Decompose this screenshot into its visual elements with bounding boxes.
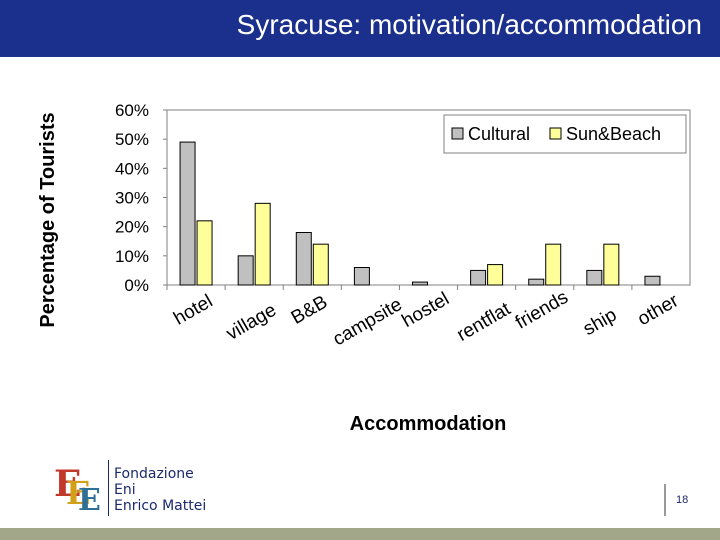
logo-line-enrico-mattei: Enrico Mattei (114, 498, 207, 514)
x-tick-label: village (223, 300, 280, 345)
bar-cultural (179, 141, 196, 286)
footer-bar (0, 528, 720, 540)
legend (443, 114, 687, 154)
svg-text:E: E (78, 483, 101, 518)
legend-swatch-cultural (451, 127, 464, 140)
x-tick-label: other (634, 290, 683, 330)
y-tick-label: 40% (115, 159, 149, 178)
x-tick-label: hotel (170, 291, 216, 330)
x-tick-label: campsite (329, 294, 405, 350)
logo-line-eni: Eni (114, 482, 136, 498)
bar-cultural (644, 275, 661, 286)
bar-sun-beach (487, 264, 504, 286)
svg-text:E: E (66, 474, 90, 512)
y-tick-label: 30% (115, 189, 149, 208)
bar-cultural (586, 269, 603, 286)
x-tick-label: B&B (288, 292, 331, 329)
fondazione-eni-logo: E E E (54, 463, 101, 518)
bar-chart: 0% 10% 20% 30% 40% 50% 60% hotel village B&Bcamps… (37, 101, 691, 435)
bar-sun-beach (196, 220, 213, 286)
bar-cultural (412, 281, 428, 286)
slide-title: Syracuse: motivation/accommodation (236, 9, 702, 40)
bar-sun-beach (603, 243, 620, 286)
bar-cultural (528, 278, 545, 286)
x-tick-label: friends (512, 287, 572, 334)
y-tick-label: 20% (115, 218, 149, 237)
x-axis-title: Accommodation (350, 413, 507, 435)
logo-line-fondazione: Fondazione (114, 466, 194, 482)
bar-cultural (295, 232, 312, 286)
bar-cultural (353, 267, 370, 286)
y-tick-label: 60% (115, 101, 149, 120)
y-tick-label: 10% (115, 247, 149, 266)
bar-cultural (470, 269, 487, 286)
y-tick-label: 0% (124, 276, 149, 295)
x-tick-label: hostel (399, 288, 453, 332)
y-tick-label: 50% (115, 130, 149, 149)
bar-sun-beach (545, 243, 562, 286)
bar-sun-beach (254, 202, 271, 286)
title-bar: Syracuse: motivation/accommodation (0, 0, 720, 57)
x-tick-label: rentflat (453, 298, 514, 346)
legend-swatch-sun-beach (549, 127, 562, 140)
page-divider (664, 484, 666, 516)
legend-label-sun-beach: Sun&Beach (566, 124, 661, 144)
svg-text:E: E (54, 463, 81, 505)
bar-cultural (237, 255, 254, 286)
logo-divider (108, 460, 109, 516)
legend-label-cultural: Cultural (468, 124, 530, 144)
x-tick-label: ship (580, 304, 621, 340)
y-axis-title: Percentage of Tourists (37, 112, 59, 327)
page-number: 18 (676, 494, 689, 506)
bar-sun-beach (312, 243, 329, 286)
